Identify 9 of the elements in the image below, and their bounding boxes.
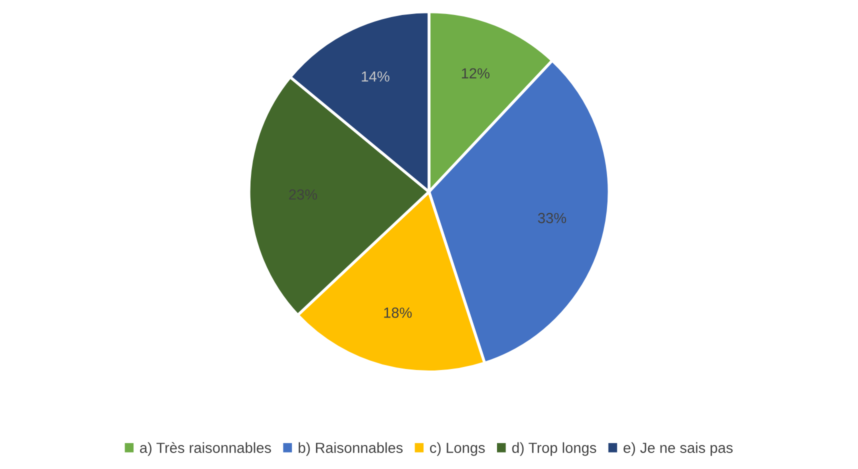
legend-label: d) Trop longs: [512, 442, 596, 456]
data-label: 18%: [384, 308, 412, 318]
legend-label: a) Très raisonnables: [140, 442, 272, 456]
legend-label: b) Raisonnables: [298, 442, 403, 456]
data-label: 33%: [538, 212, 566, 224]
legend-label: e) Je ne sais pas: [624, 442, 733, 456]
legend-label: c) Longs: [430, 442, 485, 456]
data-label: 12%: [462, 68, 490, 78]
data-label: 14%: [362, 71, 390, 82]
